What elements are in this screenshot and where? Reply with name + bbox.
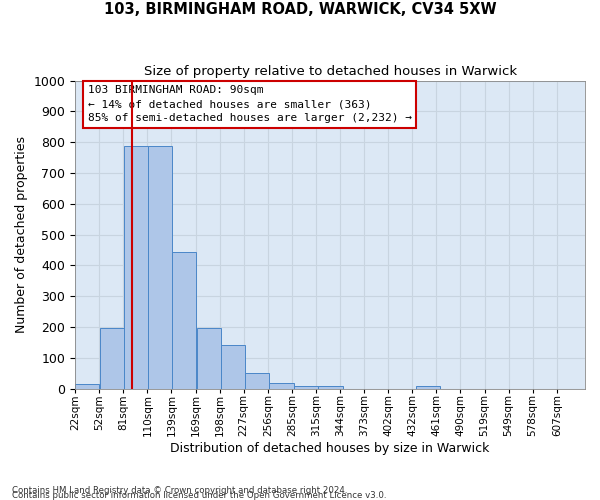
Bar xyxy=(124,146,148,389)
Bar xyxy=(269,383,293,389)
Bar xyxy=(221,344,245,389)
Bar xyxy=(172,252,196,389)
Bar xyxy=(197,328,221,389)
Bar xyxy=(75,384,99,389)
Text: 103, BIRMINGHAM ROAD, WARWICK, CV34 5XW: 103, BIRMINGHAM ROAD, WARWICK, CV34 5XW xyxy=(104,2,496,18)
Bar xyxy=(148,146,172,389)
Bar xyxy=(319,386,343,389)
Text: 103 BIRMINGHAM ROAD: 90sqm
← 14% of detached houses are smaller (363)
85% of sem: 103 BIRMINGHAM ROAD: 90sqm ← 14% of deta… xyxy=(88,85,412,123)
Title: Size of property relative to detached houses in Warwick: Size of property relative to detached ho… xyxy=(143,65,517,78)
Bar xyxy=(245,374,269,389)
Y-axis label: Number of detached properties: Number of detached properties xyxy=(15,136,28,333)
Text: Contains HM Land Registry data © Crown copyright and database right 2024.: Contains HM Land Registry data © Crown c… xyxy=(12,486,347,495)
Bar xyxy=(416,386,440,389)
Bar xyxy=(100,328,124,389)
X-axis label: Distribution of detached houses by size in Warwick: Distribution of detached houses by size … xyxy=(170,442,490,455)
Bar xyxy=(293,386,317,389)
Text: Contains public sector information licensed under the Open Government Licence v3: Contains public sector information licen… xyxy=(12,491,386,500)
